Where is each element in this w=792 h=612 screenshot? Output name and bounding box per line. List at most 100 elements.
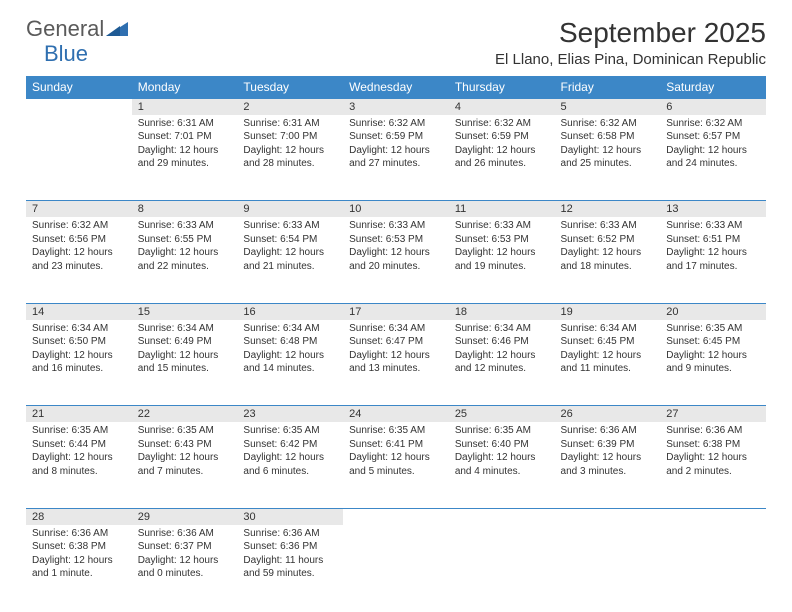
sunset-line: Sunset: 6:53 PM	[349, 234, 423, 245]
sunrise-line: Sunrise: 6:34 AM	[243, 323, 319, 334]
daylight-line: Daylight: 12 hours and 22 minutes.	[138, 247, 219, 272]
day-body-cell: Sunrise: 6:35 AM Sunset: 6:45 PM Daylight:…	[660, 320, 766, 406]
daylight-line: Daylight: 12 hours and 11 minutes.	[561, 350, 642, 375]
daylight-line: Daylight: 12 hours and 13 minutes.	[349, 350, 430, 375]
day-body-cell: Sunrise: 6:35 AMSunset: 6:40 PMDaylight:…	[449, 422, 555, 508]
day-body-cell: Sunrise: 6:36 AMSunset: 6:39 PMDaylight:…	[555, 422, 661, 508]
calendar-page: General Blue September 2025 El Llano, El…	[0, 0, 792, 612]
day-number-cell: 18	[449, 303, 555, 320]
day-number-cell: 7	[26, 201, 132, 218]
day-body-cell: Sunrise: 6:36 AMSunset: 6:38 PMDaylight:…	[26, 525, 132, 611]
day-body-cell	[555, 525, 661, 611]
daylight-line: Daylight: 12 hours and 7 minutes.	[138, 452, 219, 477]
day-number-row: 123456	[26, 98, 766, 115]
day-body-cell: Sunrise: 6:33 AMSunset: 6:53 PMDaylight:…	[449, 217, 555, 303]
day-body-cell: Sunrise: 6:33 AMSunset: 6:54 PMDaylight:…	[237, 217, 343, 303]
day-number-cell: 29	[132, 508, 238, 525]
daylight-line: Daylight: 11 hours and 59 minutes.	[243, 555, 323, 580]
day-header-row: Sunday Monday Tuesday Wednesday Thursday…	[26, 76, 766, 99]
sunset-line: Sunset: 7:01 PM	[138, 131, 212, 142]
day-number-cell: 4	[449, 98, 555, 115]
daylight-line: Daylight: 12 hours and 9 minutes.	[666, 350, 747, 375]
day-body-cell: Sunrise: 6:34 AMSunset: 6:50 PMDaylight:…	[26, 320, 132, 406]
day-body-cell: Sunrise: 6:33 AMSunset: 6:51 PMDaylight:…	[660, 217, 766, 303]
day-number-row: 21222324252627	[26, 406, 766, 423]
daylight-line: Daylight: 12 hours and 5 minutes.	[349, 452, 430, 477]
daylight-line: Daylight: 12 hours and 1 minute.	[32, 555, 113, 580]
sunrise-line: Sunrise: 6:33 AM	[243, 220, 319, 231]
day-number-cell: 24	[343, 406, 449, 423]
day-body-cell	[26, 115, 132, 201]
sunset-line: Sunset: 7:00 PM	[243, 131, 317, 142]
sunrise-line: Sunrise: 6:34 AM	[349, 323, 425, 334]
daylight-line: Daylight: 12 hours and 20 minutes.	[349, 247, 430, 272]
day-body-cell: Sunrise: 6:35 AMSunset: 6:43 PMDaylight:…	[132, 422, 238, 508]
sunrise-line: Sunrise: 6:36 AM	[243, 528, 319, 539]
sunset-line: Sunset: 6:54 PM	[243, 234, 317, 245]
sunset-line: Sunset: 6:57 PM	[666, 131, 740, 142]
header-row: General Blue September 2025 El Llano, El…	[26, 18, 766, 68]
sunset-line: Sunset: 6:42 PM	[243, 439, 317, 450]
sunrise-line: Sunrise: 6:32 AM	[455, 118, 531, 129]
daylight-line: Daylight: 12 hours and 25 minutes.	[561, 145, 642, 170]
sunrise-line: Sunrise: 6:35 AM	[666, 323, 742, 334]
sunrise-line: Sunrise: 6:36 AM	[32, 528, 108, 539]
day-number-row: 78910111213	[26, 201, 766, 218]
daylight-line: Daylight: 12 hours and 12 minutes.	[455, 350, 536, 375]
sunrise-line: Sunrise: 6:33 AM	[666, 220, 742, 231]
sunset-line: Sunset: 6:50 PM	[32, 336, 106, 347]
day-number-cell: 30	[237, 508, 343, 525]
day-number-cell: 26	[555, 406, 661, 423]
day-body-cell: Sunrise: 6:32 AMSunset: 6:59 PMDaylight:…	[343, 115, 449, 201]
calendar-body: 123456Sunrise: 6:31 AMSunset: 7:01 PMDay…	[26, 98, 766, 611]
sunrise-line: Sunrise: 6:32 AM	[666, 118, 742, 129]
day-number-cell: 3	[343, 98, 449, 115]
sunset-line: Sunset: 6:44 PM	[32, 439, 106, 450]
day-body-cell	[449, 525, 555, 611]
sunset-line: Sunset: 6:51 PM	[666, 234, 740, 245]
sunset-line: Sunset: 6:38 PM	[666, 439, 740, 450]
sunset-line: Sunset: 6:59 PM	[349, 131, 423, 142]
day-number-cell: 12	[555, 201, 661, 218]
daylight-line: Daylight: 12 hours and 16 minutes.	[32, 350, 113, 375]
day-body-cell: Sunrise: 6:34 AMSunset: 6:46 PMDaylight:…	[449, 320, 555, 406]
day-body-cell: Sunrise: 6:32 AMSunset: 6:59 PMDaylight:…	[449, 115, 555, 201]
sunrise-line: Sunrise: 6:36 AM	[666, 425, 742, 436]
daylight-line: Daylight: 12 hours and 24 minutes.	[666, 145, 747, 170]
sunrise-line: Sunrise: 6:32 AM	[32, 220, 108, 231]
sunrise-line: Sunrise: 6:33 AM	[561, 220, 637, 231]
day-body-row: Sunrise: 6:32 AM Sunset: 6:56 PM Daylight:…	[26, 217, 766, 303]
sunrise-line: Sunrise: 6:35 AM	[138, 425, 214, 436]
day-number-cell: 1	[132, 98, 238, 115]
sunrise-line: Sunrise: 6:32 AM	[561, 118, 637, 129]
day-body-cell: Sunrise: 6:34 AMSunset: 6:49 PMDaylight:…	[132, 320, 238, 406]
sunrise-line: Sunrise: 6:35 AM	[243, 425, 319, 436]
day-number-row: 282930	[26, 508, 766, 525]
day-header: Thursday	[449, 76, 555, 99]
sunset-line: Sunset: 6:58 PM	[561, 131, 635, 142]
day-body-row: Sunrise: 6:34 AM Sunset: 6:50 PM Daylight:…	[26, 320, 766, 406]
sunset-line: Sunset: 6:56 PM	[32, 234, 106, 245]
day-number-cell: 16	[237, 303, 343, 320]
location-text: El Llano, Elias Pina, Dominican Republic	[495, 51, 766, 68]
sunrise-line: Sunrise: 6:34 AM	[561, 323, 637, 334]
sunset-line: Sunset: 6:45 PM	[666, 336, 740, 347]
day-body-cell: Sunrise: 6:36 AMSunset: 6:36 PMDaylight:…	[237, 525, 343, 611]
daylight-line: Daylight: 12 hours and 29 minutes.	[138, 145, 219, 170]
day-body-cell	[343, 525, 449, 611]
day-number-cell: 11	[449, 201, 555, 218]
day-number-cell: 22	[132, 406, 238, 423]
day-body-cell	[660, 525, 766, 611]
day-body-row: Sunrise: 6:35 AM Sunset: 6:44 PM Daylight:…	[26, 422, 766, 508]
day-body-cell: Sunrise: 6:31 AMSunset: 7:01 PMDaylight:…	[132, 115, 238, 201]
day-number-cell	[343, 508, 449, 525]
day-body-cell: Sunrise: 6:34 AMSunset: 6:45 PMDaylight:…	[555, 320, 661, 406]
day-header: Saturday	[660, 76, 766, 99]
daylight-line: Daylight: 12 hours and 18 minutes.	[561, 247, 642, 272]
day-body-cell: Sunrise: 6:32 AM Sunset: 6:57 PM Daylight:…	[660, 115, 766, 201]
day-body-cell: Sunrise: 6:36 AMSunset: 6:37 PMDaylight:…	[132, 525, 238, 611]
day-body-cell: Sunrise: 6:32 AMSunset: 6:56 PMDaylight:…	[26, 217, 132, 303]
daylight-line: Daylight: 12 hours and 27 minutes.	[349, 145, 430, 170]
day-body-cell: Sunrise: 6:35 AMSunset: 6:42 PMDaylight:…	[237, 422, 343, 508]
day-number-cell: 13	[660, 201, 766, 218]
